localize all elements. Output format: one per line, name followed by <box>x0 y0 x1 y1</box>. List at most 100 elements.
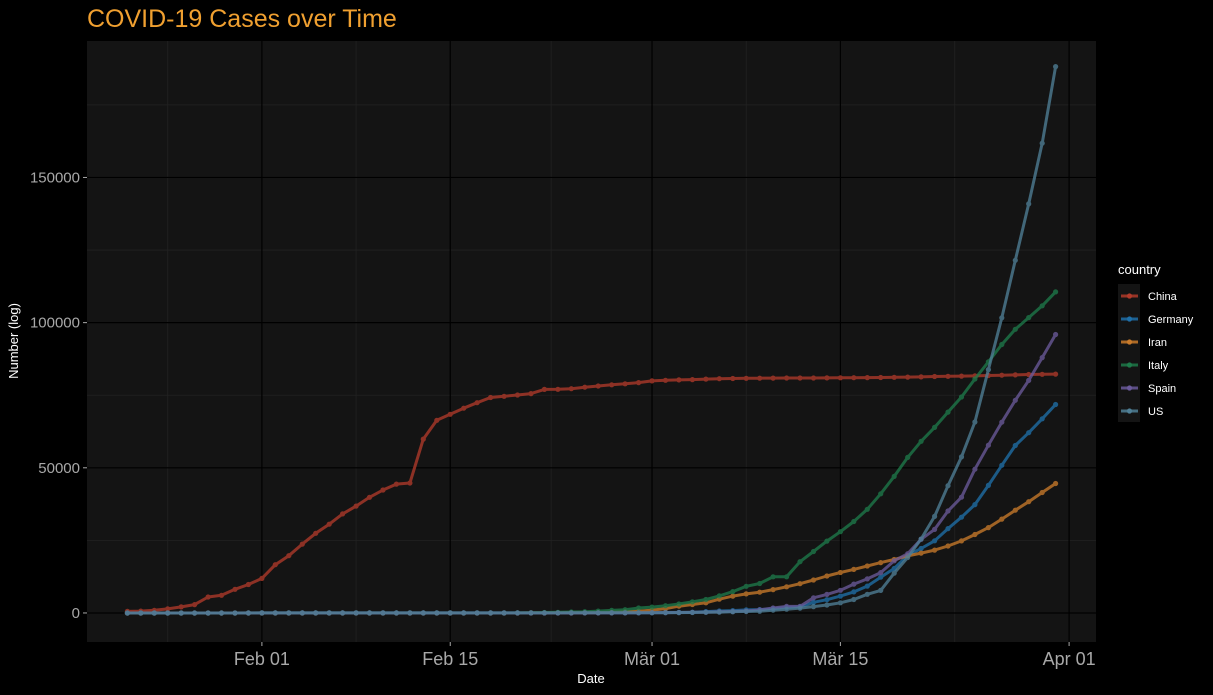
data-point-china <box>797 375 803 381</box>
data-point-spain <box>810 595 817 601</box>
data-point-iran <box>999 516 1005 522</box>
data-point-us <box>568 610 574 616</box>
data-point-china <box>864 375 870 381</box>
data-point-iran <box>743 591 749 597</box>
data-point-china <box>568 386 574 392</box>
data-point-spain <box>864 576 870 582</box>
y-axis-title: Number (log) <box>6 303 21 379</box>
data-point-iran <box>851 566 857 573</box>
data-point-china <box>1039 371 1045 377</box>
data-point-us <box>595 610 601 616</box>
data-point-italy <box>864 506 870 512</box>
data-point-china <box>945 373 951 379</box>
data-point-us <box>918 536 924 542</box>
data-point-us <box>313 610 319 616</box>
data-point-us <box>689 609 696 616</box>
data-point-china <box>366 494 373 500</box>
y-tick-label: 50000 <box>38 460 80 477</box>
data-point-us <box>340 610 346 616</box>
data-point-italy <box>918 438 924 444</box>
data-point-china <box>541 386 548 392</box>
data-point-iran <box>730 593 736 599</box>
data-point-us <box>1039 140 1045 146</box>
data-point-germany <box>1053 401 1059 408</box>
x-axis-ticks: Feb 01 Feb 15 Mär 01 Mär 15 Apr 01 <box>234 642 1096 669</box>
y-axis-ticks: 0 50000 100000 150000 <box>30 169 87 622</box>
data-point-china <box>380 487 386 493</box>
data-point-china <box>447 411 453 417</box>
data-point-italy <box>999 341 1005 348</box>
data-point-us <box>609 610 615 616</box>
x-tick-label: Feb 01 <box>234 649 290 669</box>
data-point-italy <box>878 491 884 497</box>
data-point-iran <box>878 560 884 566</box>
data-point-italy <box>1012 326 1018 332</box>
legend-dot-germany <box>1126 316 1133 322</box>
data-point-us <box>447 610 453 616</box>
data-point-italy <box>958 394 965 400</box>
data-point-china <box>488 394 494 401</box>
data-point-china <box>434 417 440 423</box>
data-point-iran <box>837 569 844 576</box>
data-point-us <box>1026 201 1032 207</box>
data-point-china <box>582 384 588 390</box>
legend-label-us: US <box>1148 406 1163 418</box>
legend-item-iran: Iran <box>1121 337 1167 349</box>
data-point-china <box>218 592 225 598</box>
data-point-china <box>232 586 238 592</box>
legend-label-italy: Italy <box>1148 360 1169 372</box>
data-point-us <box>259 610 265 616</box>
data-point-china <box>461 405 467 411</box>
legend-item-spain: Spain <box>1121 383 1176 395</box>
data-point-germany <box>985 482 992 488</box>
data-point-china <box>340 511 346 517</box>
data-point-germany <box>1039 416 1045 422</box>
y-tick-label: 100000 <box>30 315 80 332</box>
data-point-spain <box>891 558 897 564</box>
data-point-us <box>716 609 722 615</box>
data-point-china <box>286 553 292 559</box>
data-point-china <box>824 375 830 381</box>
data-point-china <box>313 530 319 536</box>
data-point-italy <box>810 548 817 555</box>
data-point-us <box>743 608 749 615</box>
data-point-china <box>299 541 305 547</box>
data-point-us <box>461 610 467 616</box>
data-point-iran <box>1026 499 1032 505</box>
data-point-italy <box>945 409 951 415</box>
data-point-germany <box>932 538 938 544</box>
data-point-china <box>891 374 897 380</box>
legend-item-us: US <box>1121 406 1163 418</box>
data-point-iran <box>864 563 870 569</box>
data-point-italy <box>716 593 722 599</box>
data-point-china <box>259 575 265 582</box>
data-point-germany <box>878 574 884 580</box>
data-point-italy <box>743 583 749 589</box>
data-point-china <box>918 374 924 380</box>
data-point-china <box>555 386 561 392</box>
data-point-china <box>743 375 749 381</box>
data-point-italy <box>905 454 911 460</box>
data-point-china <box>757 375 763 381</box>
data-point-spain <box>1053 331 1059 338</box>
data-point-china <box>501 393 507 399</box>
data-point-iran <box>784 584 790 590</box>
data-point-china <box>851 375 857 381</box>
data-point-spain <box>932 526 938 533</box>
series-lines <box>124 64 1059 616</box>
y-tick-label: 150000 <box>30 169 80 186</box>
chart-title: COVID-19 Cases over Time <box>87 5 397 33</box>
data-point-us <box>165 610 171 616</box>
data-point-us <box>622 610 628 616</box>
data-point-us <box>784 606 790 612</box>
major-gridlines <box>87 41 1096 642</box>
data-point-iran <box>757 589 763 595</box>
data-point-us <box>999 315 1005 321</box>
data-point-italy <box>972 376 978 382</box>
data-point-us <box>326 610 332 616</box>
data-point-italy <box>851 518 857 525</box>
data-point-us <box>501 610 507 616</box>
data-point-us <box>797 605 803 611</box>
data-point-us <box>1012 257 1018 263</box>
legend-item-italy: Italy <box>1121 360 1169 372</box>
